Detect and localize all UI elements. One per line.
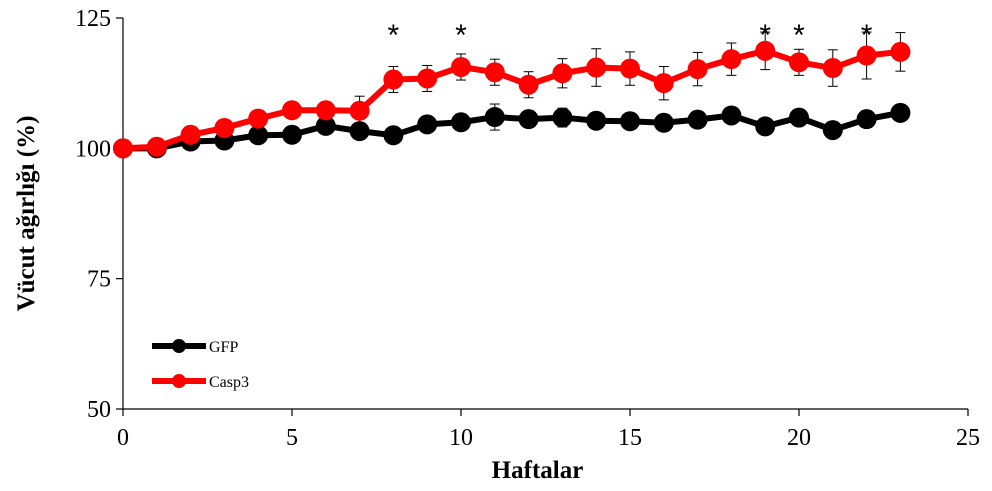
x-tick-label: 25 [956, 425, 980, 451]
legend: GFP Casp3 [152, 339, 249, 391]
series-gfp [113, 102, 911, 159]
y-axis-title: Vücut ağırlığı (%) [13, 116, 40, 312]
y-tick-label: 100 [75, 136, 111, 162]
x-tick-label: 10 [449, 425, 473, 451]
x-tick-label: 15 [618, 425, 642, 451]
data-point [586, 110, 607, 131]
data-point [451, 112, 471, 133]
data-point [282, 124, 302, 145]
data-point [721, 49, 742, 70]
data-point [552, 63, 573, 84]
data-point [687, 59, 708, 80]
data-point [822, 58, 843, 79]
annotation-group: * * * * * [388, 19, 873, 52]
data-point [856, 109, 877, 130]
data-point [552, 107, 573, 128]
data-point [417, 114, 438, 135]
y-tick-label: 125 [75, 6, 111, 32]
data-point [755, 40, 776, 61]
data-point [822, 120, 843, 141]
data-point [451, 57, 471, 78]
significance-star: * [793, 19, 805, 52]
y-tick-label: 75 [87, 267, 111, 293]
data-point [755, 116, 776, 137]
data-point [248, 108, 269, 129]
data-point [518, 74, 539, 95]
significance-star: * [455, 19, 467, 52]
data-point [620, 111, 640, 132]
series-line [122, 47, 901, 152]
data-point [349, 121, 370, 142]
data-point [789, 52, 809, 73]
data-point [586, 57, 607, 78]
series-group [113, 31, 911, 159]
legend-label: GFP [209, 339, 238, 356]
y-tick-label: 50 [87, 397, 111, 423]
data-point [417, 68, 438, 89]
data-point [484, 62, 505, 83]
x-tick-label: 20 [787, 425, 811, 451]
series-line [123, 109, 901, 152]
data-point [856, 45, 877, 66]
x-tick-label: 0 [117, 425, 129, 451]
x-axis-title: Haftalar [492, 457, 584, 484]
data-point [282, 100, 302, 121]
data-point [890, 41, 911, 62]
data-point [518, 109, 539, 130]
data-point [383, 125, 404, 146]
legend-marker [172, 374, 186, 388]
legend-label: Casp3 [209, 374, 249, 391]
data-point [248, 125, 269, 146]
data-point [789, 107, 809, 128]
data-point [721, 105, 742, 126]
data-point [349, 100, 370, 121]
significance-star: * [861, 19, 873, 52]
data-point [653, 73, 674, 94]
legend-marker [172, 339, 186, 353]
axes [122, 18, 968, 410]
significance-star: * [759, 19, 771, 52]
data-point [687, 109, 708, 130]
x-tick-label: 5 [286, 425, 298, 451]
data-point [146, 136, 167, 157]
data-point [315, 100, 336, 121]
data-point [113, 138, 133, 159]
data-point [653, 112, 674, 133]
data-point [383, 69, 404, 90]
data-point [890, 102, 911, 123]
tick-group: 50 75 100 125 0 5 10 15 20 25 [75, 6, 980, 451]
data-point [214, 118, 235, 139]
data-point [484, 107, 505, 128]
data-point [180, 124, 201, 145]
data-point [620, 58, 640, 79]
significance-star: * [388, 19, 400, 52]
series-casp3 [113, 31, 911, 159]
data-point [315, 115, 336, 136]
